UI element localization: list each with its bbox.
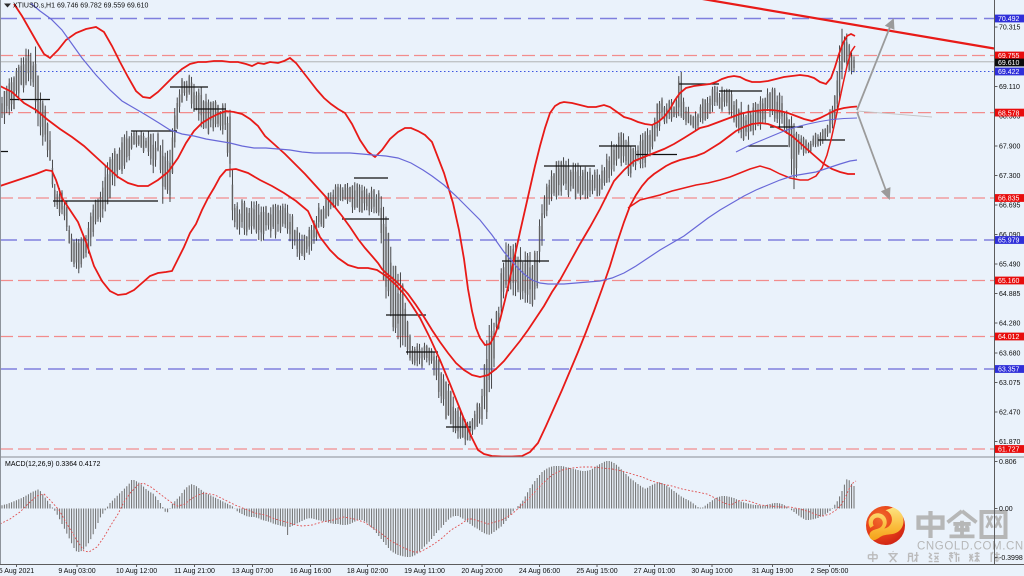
svg-text:13 Aug 07:00: 13 Aug 07:00 xyxy=(232,568,273,575)
svg-text:0.806: 0.806 xyxy=(999,459,1017,466)
svg-text:61.727: 61.727 xyxy=(998,447,1020,454)
svg-text:63.357: 63.357 xyxy=(998,367,1020,374)
svg-text:27 Aug 01:00: 27 Aug 01:00 xyxy=(634,568,675,575)
svg-text:CNGOLD.COM.CN: CNGOLD.COM.CN xyxy=(917,541,1024,553)
svg-text:69.610: 69.610 xyxy=(998,60,1020,67)
svg-text:64.012: 64.012 xyxy=(998,334,1020,341)
svg-text:16 Aug 16:00: 16 Aug 16:00 xyxy=(290,568,331,575)
svg-text:67.900: 67.900 xyxy=(999,144,1021,151)
svg-text:9 Aug 03:00: 9 Aug 03:00 xyxy=(58,568,95,575)
svg-text:19 Aug 11:00: 19 Aug 11:00 xyxy=(404,568,445,575)
svg-text:30 Aug 10:00: 30 Aug 10:00 xyxy=(691,568,732,575)
svg-text:24 Aug 06:00: 24 Aug 06:00 xyxy=(519,568,560,575)
svg-text:20 Aug 20:00: 20 Aug 20:00 xyxy=(461,568,502,575)
svg-text:63.075: 63.075 xyxy=(999,380,1021,387)
svg-text:66.695: 66.695 xyxy=(999,203,1021,210)
svg-text:66.090: 66.090 xyxy=(999,232,1021,239)
svg-text:31 Aug 19:00: 31 Aug 19:00 xyxy=(752,568,793,575)
svg-text:67.300: 67.300 xyxy=(999,173,1021,180)
svg-text:64.885: 64.885 xyxy=(999,291,1021,298)
svg-text:11 Aug 21:00: 11 Aug 21:00 xyxy=(174,568,215,575)
svg-text:65.979: 65.979 xyxy=(998,238,1020,245)
svg-text:64.280: 64.280 xyxy=(999,321,1021,328)
svg-text:69.110: 69.110 xyxy=(999,84,1020,91)
svg-text:2 Sep 05:00: 2 Sep 05:00 xyxy=(811,568,849,575)
svg-text:62.470: 62.470 xyxy=(999,410,1021,417)
svg-text:25 Aug 15:00: 25 Aug 15:00 xyxy=(576,568,617,575)
svg-text:68.505: 68.505 xyxy=(999,114,1021,121)
svg-text:69.755: 69.755 xyxy=(998,53,1020,60)
svg-text:68.578: 68.578 xyxy=(998,110,1020,117)
svg-text:18 Aug 02:00: 18 Aug 02:00 xyxy=(347,568,388,575)
svg-text:XTIUSD.s,H1 69.746 69.782 69.: XTIUSD.s,H1 69.746 69.782 69.559 69.610 xyxy=(13,3,149,10)
svg-text:5 Aug 2021: 5 Aug 2021 xyxy=(0,568,34,575)
svg-text:61.870: 61.870 xyxy=(999,439,1021,446)
svg-text:66.835: 66.835 xyxy=(998,196,1020,203)
svg-text:MACD(12,26,9) 0.3364 0.4172: MACD(12,26,9) 0.3364 0.4172 xyxy=(5,461,100,468)
svg-text:70.492: 70.492 xyxy=(998,16,1020,23)
svg-text:-0.3998: -0.3998 xyxy=(999,555,1023,562)
svg-text:65.160: 65.160 xyxy=(998,278,1020,285)
svg-text:63.680: 63.680 xyxy=(999,351,1021,358)
svg-text:69.422: 69.422 xyxy=(998,69,1020,76)
svg-text:70.315: 70.315 xyxy=(999,25,1021,32)
svg-text:0.00: 0.00 xyxy=(999,506,1013,513)
svg-text:10 Aug 12:00: 10 Aug 12:00 xyxy=(116,568,157,575)
svg-text:65.490: 65.490 xyxy=(999,262,1021,269)
